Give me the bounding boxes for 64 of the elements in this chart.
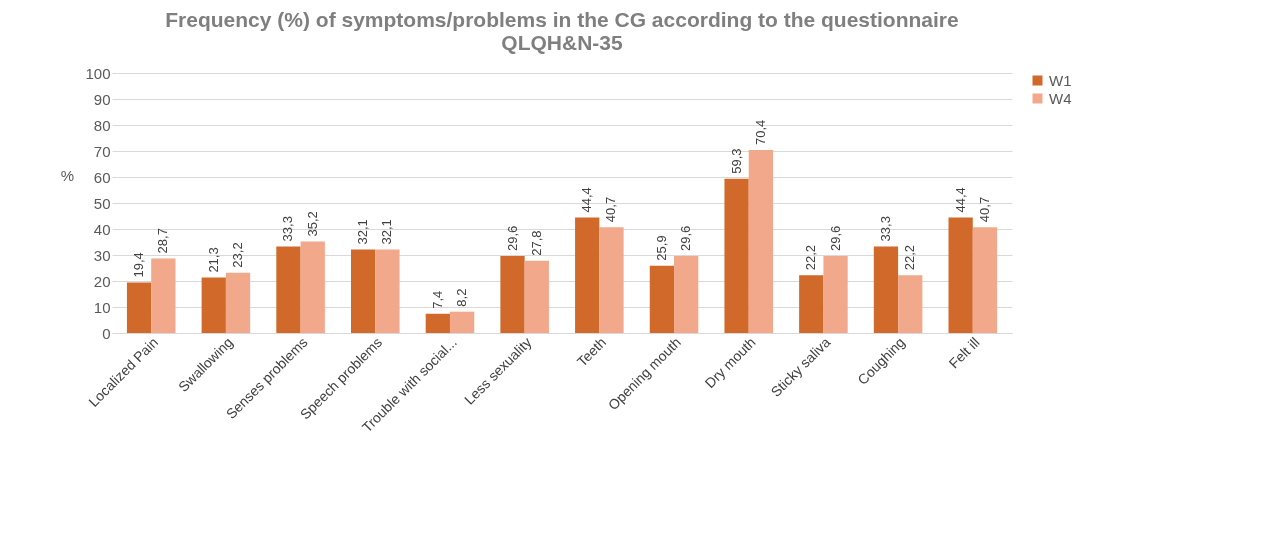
data-label: 29,6 — [504, 225, 520, 252]
data-label: 33,3 — [877, 216, 893, 242]
y-tick-label: 30 — [93, 246, 111, 264]
data-label: 7,4 — [429, 290, 445, 309]
data-label: 21,3 — [205, 247, 221, 273]
bar — [375, 249, 400, 333]
bar — [724, 178, 749, 333]
bar — [201, 277, 226, 333]
y-tick-label: 0 — [102, 324, 111, 342]
y-tick-label: 80 — [93, 116, 111, 134]
data-label: 8,2 — [454, 288, 470, 307]
y-tick-label: 50 — [93, 194, 111, 212]
data-label: 59,3 — [728, 148, 744, 174]
y-axis-title: % — [60, 166, 75, 184]
y-tick-label: 100 — [85, 64, 111, 82]
data-label: 40,7 — [603, 196, 619, 223]
y-tick-label: 90 — [93, 90, 111, 108]
data-label: 25,9 — [653, 235, 669, 261]
data-label: 44,4 — [952, 187, 968, 213]
bar — [449, 311, 475, 333]
bar — [873, 246, 899, 333]
bar — [425, 313, 450, 333]
bar — [748, 149, 773, 333]
data-label: 35,2 — [304, 211, 320, 237]
data-label: 27,8 — [528, 230, 544, 256]
bar — [500, 256, 525, 333]
bar — [972, 227, 998, 333]
bar — [823, 256, 848, 333]
data-label: 19,4 — [131, 252, 147, 278]
x-tick-label: Felt ill — [945, 334, 983, 372]
data-label: 28,7 — [155, 228, 171, 254]
data-label: 33,3 — [280, 216, 296, 242]
legend-label: W4 — [1049, 89, 1072, 107]
bar — [649, 265, 675, 333]
y-tick-label: 10 — [93, 298, 111, 316]
bar — [948, 217, 973, 333]
bar — [151, 258, 176, 333]
bar — [351, 249, 376, 333]
bar — [898, 275, 923, 333]
bar — [575, 217, 600, 333]
bar — [674, 256, 699, 333]
data-label: 44,4 — [579, 187, 595, 213]
data-label: 29,6 — [678, 225, 694, 252]
data-label: 70,4 — [752, 119, 768, 145]
data-label: 32,1 — [355, 219, 371, 245]
bar — [524, 260, 549, 333]
bar — [276, 246, 301, 333]
legend-label: W1 — [1049, 71, 1072, 89]
y-tick-label: 60 — [93, 168, 111, 186]
y-tick-label: 40 — [93, 220, 111, 238]
chart-title: Frequency (%) of symptoms/problems in the CG according to the questionnaire QLQH&N-35 — [165, 8, 959, 54]
data-label: 22,2 — [803, 244, 819, 271]
bar — [799, 275, 824, 333]
data-label: 23,2 — [230, 242, 246, 268]
data-label: 22,2 — [902, 244, 918, 271]
bar — [126, 282, 152, 333]
data-label: 32,1 — [379, 219, 395, 245]
bar — [300, 241, 325, 333]
data-label: 29,6 — [827, 225, 843, 252]
data-label: 40,7 — [976, 196, 992, 223]
y-tick-label: 20 — [93, 272, 111, 290]
y-tick-label: 70 — [93, 142, 111, 160]
bar — [225, 272, 251, 333]
bar — [599, 227, 624, 333]
